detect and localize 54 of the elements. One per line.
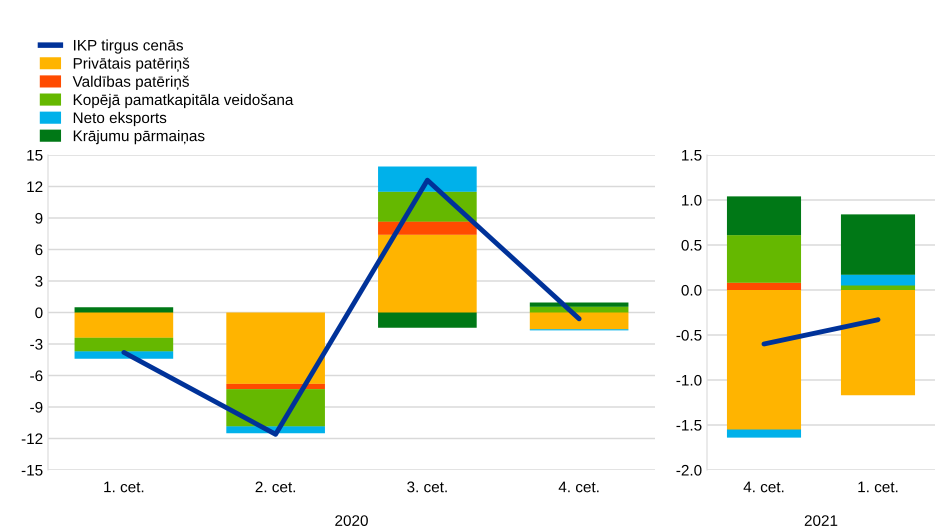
bar (840, 290, 916, 396)
y-tick-label: 6 (35, 244, 42, 256)
bar (378, 234, 477, 312)
bar (726, 235, 802, 283)
bar (74, 307, 174, 312)
y-tick-label: -15 (22, 465, 42, 476)
x-tick-label: 4. cet. (558, 482, 599, 492)
line-series (121, 178, 582, 437)
legend-label: IKP tirgus cenās (74, 39, 183, 54)
y-tick-label: 12 (27, 181, 42, 192)
y-tick-label: 0.5 (682, 240, 702, 251)
y-tick-label: -6 (30, 370, 42, 382)
y-tick-label: -0.5 (676, 330, 702, 341)
x-tick-label: 1. cet. (104, 482, 144, 492)
y-tick-label: 1.5 (682, 150, 702, 161)
legend-label: Privātais patēriņš (74, 57, 190, 72)
y-tick-label: -1.0 (676, 374, 702, 386)
bar (840, 286, 916, 290)
y-tick-label: -3 (30, 338, 42, 350)
bar (74, 312, 174, 338)
bar (226, 384, 325, 390)
y-tick-label: 3 (35, 276, 42, 287)
x-axis-title: 2020 (335, 515, 368, 526)
x-tick-label: 1. cet. (858, 482, 898, 492)
x-tick-label: 4. cet. (744, 482, 784, 492)
bar (726, 290, 802, 430)
x-tick-label: 3. cet. (407, 482, 447, 492)
y-tick-label: -12 (22, 433, 42, 444)
y-tick-label: -2.0 (676, 464, 702, 476)
bar (726, 430, 802, 438)
y-tick-label: -1.5 (676, 420, 702, 431)
bar (530, 312, 628, 330)
y-tick-label: 1.0 (682, 194, 702, 206)
bar (378, 312, 477, 328)
legend-label: Neto eksports (74, 112, 166, 126)
bar (530, 306, 628, 312)
bar (74, 338, 174, 352)
legend-label: Valdības patēriņš (72, 76, 189, 90)
y-tick-label: 0 (35, 307, 43, 318)
bar (726, 282, 802, 290)
bar (378, 222, 477, 235)
x-axis-title: 2021 (804, 515, 838, 526)
y-tick-label: 9 (35, 212, 42, 224)
y-tick-label: -9 (30, 402, 42, 413)
y-tick-label: 15 (27, 150, 42, 161)
bar (840, 214, 916, 275)
bar (840, 274, 916, 286)
legend-label: Krājumu pārmaiņas (74, 130, 204, 144)
legend-label: Kopējā pamatkapitāla veidošana (74, 94, 294, 108)
x-tick-label: 2. cet. (256, 482, 296, 492)
bar (226, 312, 325, 384)
bar (726, 196, 802, 236)
y-tick-label: 0.0 (682, 284, 702, 296)
bar (378, 166, 477, 192)
